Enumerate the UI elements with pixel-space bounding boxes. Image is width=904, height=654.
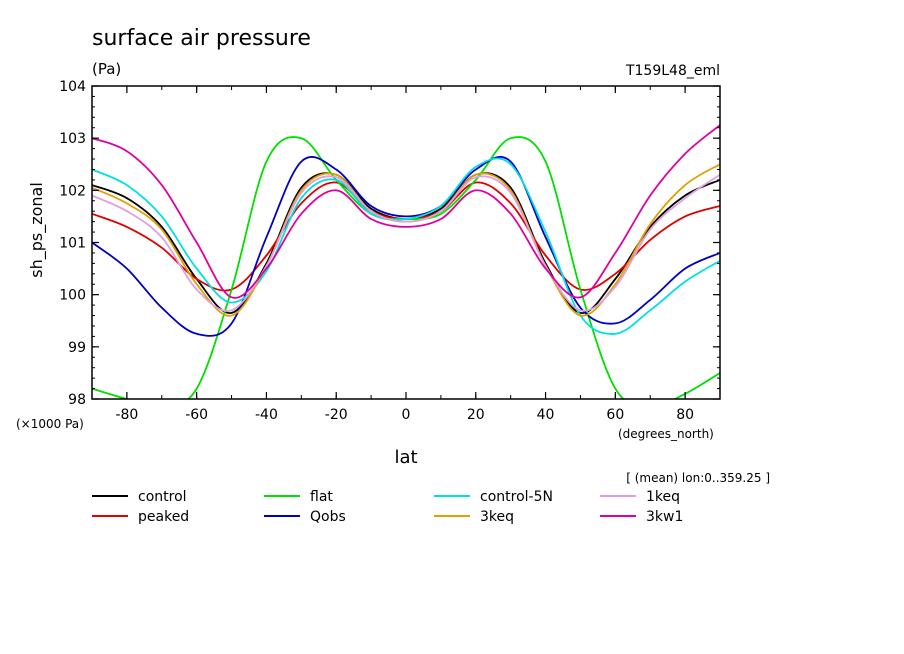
plot-curves <box>92 124 720 399</box>
y-scale-note: (×1000 Pa) <box>16 417 84 431</box>
x-tick-label: -60 <box>185 407 208 423</box>
legend-label-flat: flat <box>310 489 333 505</box>
legend-label-3keq: 3keq <box>480 509 514 525</box>
x-tick-label: 0 <box>402 407 411 423</box>
x-tick-label: 40 <box>537 407 555 423</box>
y-tick-label: 100 <box>59 288 86 304</box>
x-tick-label: 20 <box>467 407 485 423</box>
x-tick-label: -80 <box>115 407 138 423</box>
y-tick-label: 103 <box>59 131 86 147</box>
y-tick-label: 102 <box>59 183 86 199</box>
y-tick-label: 99 <box>68 340 86 356</box>
x-tick-label: 80 <box>676 407 694 423</box>
legend-label-1keq: 1keq <box>646 489 680 505</box>
x-tick-label: -40 <box>255 407 278 423</box>
y-tick-label: 104 <box>59 79 86 95</box>
x-axis: -80 -60 -40 -20 0 20 40 60 80 <box>91 86 721 423</box>
x-tick-label: -20 <box>325 407 348 423</box>
y-axis: 98 99 100 101 102 103 104 <box>59 79 720 408</box>
chart-title: surface air pressure <box>92 26 311 51</box>
legend-label-control: control <box>138 489 187 505</box>
series-line-control <box>92 172 720 314</box>
series-line-1keq <box>92 173 720 312</box>
legend-label-3kw1: 3kw1 <box>646 509 683 525</box>
y-tick-label: 98 <box>68 392 86 408</box>
legend-label-control-5n: control-5N <box>480 489 553 505</box>
legend-label-peaked: peaked <box>138 509 189 525</box>
series-line-3kw1 <box>92 124 720 299</box>
units-label: (Pa) <box>92 60 121 78</box>
x-tick-label: 60 <box>606 407 624 423</box>
series-line-control-5n <box>92 157 720 335</box>
series-line-3keq <box>92 163 720 317</box>
x-axis-label: lat <box>394 447 417 468</box>
legend: control peaked flat Qobs control-5N 3keq 1keq 3… <box>92 489 683 525</box>
series-line-qobs <box>92 156 720 337</box>
y-axis-label: sh_ps_zonal <box>27 182 47 278</box>
y-tick-label: 101 <box>59 236 86 252</box>
run-label: T159L48_eml <box>625 63 720 79</box>
plot-frame <box>91 85 721 400</box>
mean-note: [ (mean) lon:0..359.25 ] <box>626 471 770 485</box>
legend-label-qobs: Qobs <box>310 509 346 525</box>
x-units-label: (degrees_north) <box>618 427 714 441</box>
